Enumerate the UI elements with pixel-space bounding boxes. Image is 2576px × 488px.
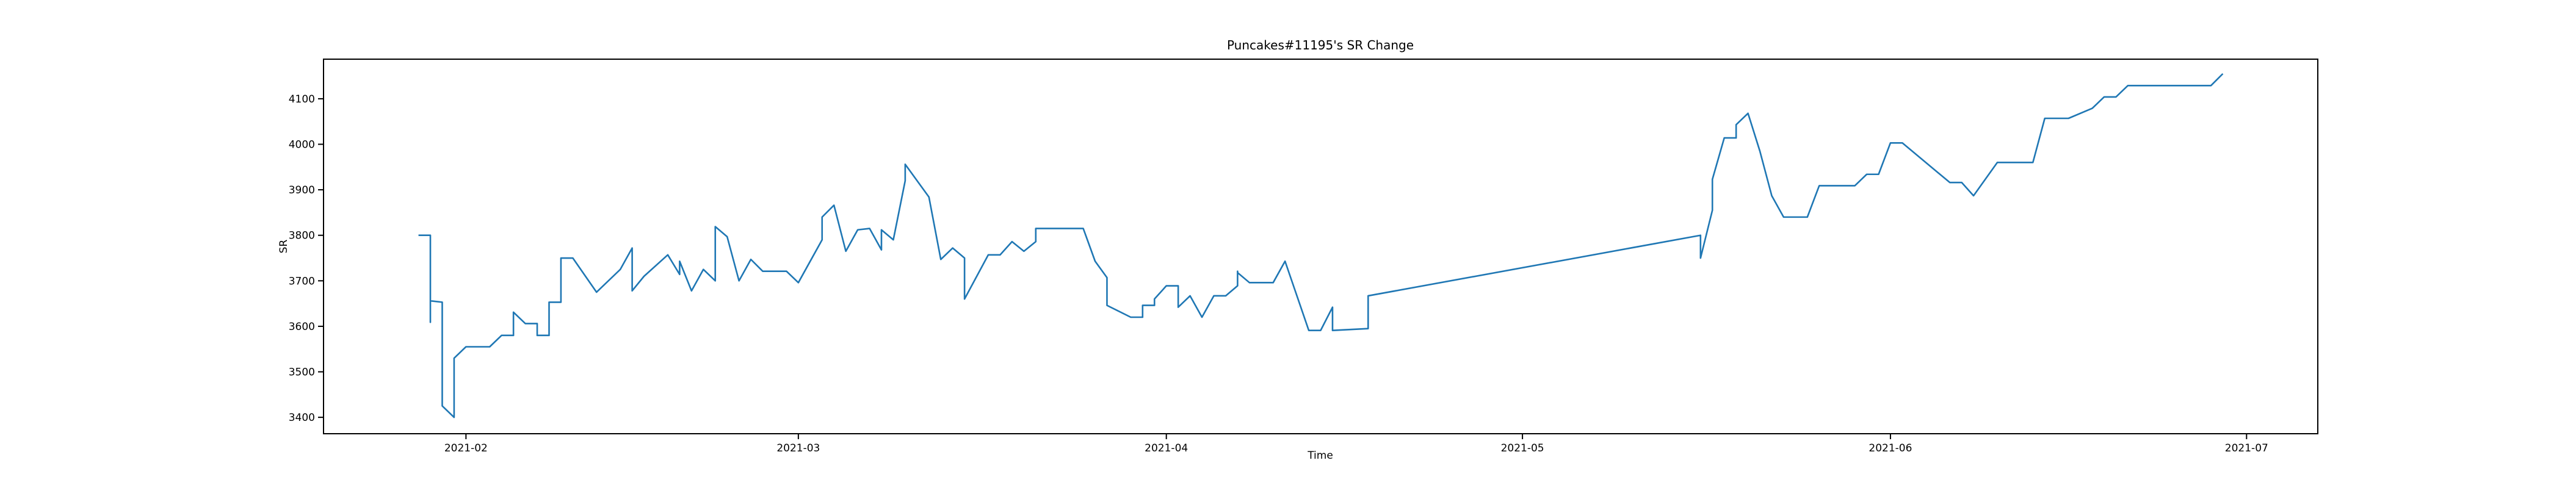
- y-axis-label: SR: [278, 240, 290, 254]
- y-tick-label: 3900: [289, 184, 315, 196]
- x-tick-label: 2021-02: [444, 442, 488, 454]
- plot-frame: [323, 59, 2318, 434]
- y-tick-label: 4100: [289, 93, 315, 106]
- x-tick-label: 2021-05: [1501, 442, 1544, 454]
- x-axis-label: Time: [1307, 450, 1333, 462]
- y-tick-label: 4000: [289, 139, 315, 151]
- y-tick-label: 3500: [289, 367, 315, 379]
- x-tick-label: 2021-03: [776, 442, 820, 454]
- y-tick-label: 3400: [289, 412, 315, 424]
- x-tick-label: 2021-07: [2225, 442, 2268, 454]
- line-series: [418, 73, 2224, 418]
- x-tick-label: 2021-06: [1869, 442, 1912, 454]
- y-tick-label: 3800: [289, 230, 315, 242]
- x-tick-label: 2021-04: [1145, 442, 1188, 454]
- chart-title: Puncakes#11195's SR Change: [1227, 38, 1414, 52]
- y-tick-label: 3700: [289, 275, 315, 287]
- y-tick-label: 3600: [289, 321, 315, 333]
